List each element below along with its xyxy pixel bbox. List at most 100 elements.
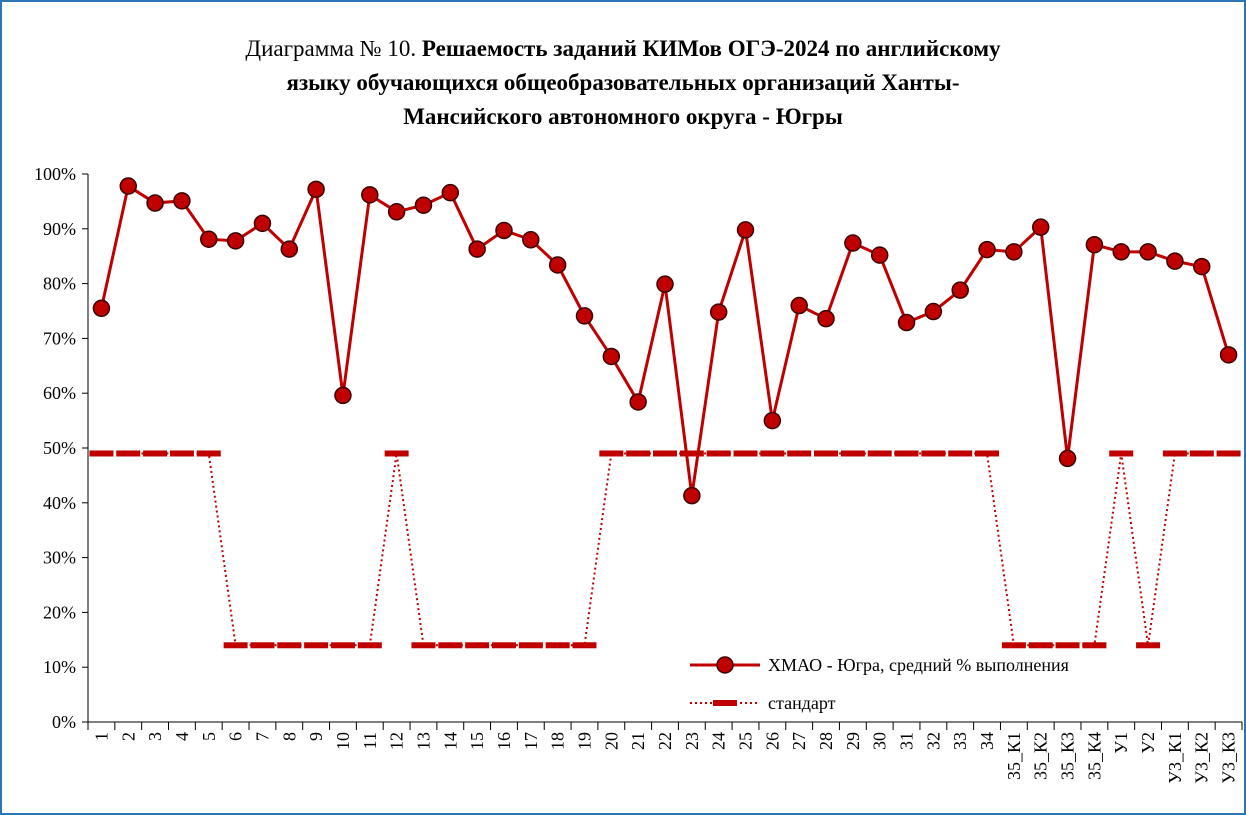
- marker: [411, 642, 436, 649]
- legend-label: ХМАО - Югра, средний % выполнения: [768, 655, 1069, 675]
- x-tick-label: 30: [870, 732, 890, 750]
- marker: [119, 177, 138, 195]
- marker: [1031, 218, 1050, 236]
- marker: [790, 296, 808, 315]
- y-tick-label: 60%: [43, 383, 76, 403]
- marker: [1189, 450, 1214, 457]
- marker: [304, 642, 329, 649]
- marker: [387, 203, 406, 221]
- marker: [1136, 642, 1161, 649]
- x-tick-label: У3_К1: [1165, 732, 1185, 784]
- x-tick-label: 24: [709, 732, 729, 750]
- legend-marker: [716, 656, 734, 674]
- x-tick-label: 3: [145, 732, 165, 741]
- marker: [629, 393, 647, 411]
- marker: [1162, 450, 1187, 457]
- marker: [173, 192, 191, 210]
- y-tick-label: 70%: [43, 328, 76, 348]
- x-tick-label: 23: [682, 732, 702, 750]
- marker: [226, 232, 245, 250]
- x-tick-label: 17: [521, 732, 541, 750]
- marker: [894, 450, 919, 457]
- marker: [951, 281, 969, 299]
- marker: [438, 642, 463, 649]
- marker: [679, 450, 704, 457]
- marker: [572, 642, 597, 649]
- marker: [817, 309, 835, 328]
- x-tick-label: 35_К4: [1084, 732, 1104, 780]
- x-tick-label: 27: [789, 732, 809, 750]
- x-tick-label: 33: [950, 732, 970, 750]
- marker: [1139, 243, 1157, 261]
- x-tick-label: 6: [226, 732, 246, 741]
- x-tick-label: 9: [306, 732, 326, 741]
- marker: [814, 450, 839, 457]
- marker: [468, 240, 486, 258]
- marker: [414, 196, 433, 214]
- marker: [1192, 257, 1211, 276]
- marker: [491, 642, 516, 649]
- marker: [280, 240, 299, 258]
- marker: [709, 303, 728, 321]
- marker: [89, 450, 114, 457]
- chart-title: Диаграмма № 10. Решаемость заданий КИМов…: [245, 36, 1001, 61]
- x-tick-label: 13: [413, 732, 433, 750]
- marker: [196, 450, 221, 457]
- x-tick-label: У1: [1111, 732, 1131, 754]
- x-tick-label: 29: [843, 732, 863, 750]
- marker: [307, 180, 325, 199]
- marker: [1166, 252, 1184, 270]
- marker: [575, 307, 594, 325]
- y-tick-label: 20%: [43, 602, 76, 622]
- marker: [1216, 450, 1241, 457]
- title-line: Решаемость заданий КИМов ОГЭ-2024 по анг…: [422, 36, 1001, 61]
- x-tick-label: 35_К1: [1004, 732, 1024, 780]
- x-tick-label: 28: [816, 732, 836, 750]
- marker: [921, 450, 946, 457]
- marker: [518, 642, 543, 649]
- x-tick-label: 1: [91, 732, 111, 741]
- legend-label: стандарт: [768, 693, 836, 713]
- marker: [1001, 642, 1026, 649]
- marker: [733, 450, 758, 457]
- x-tick-label: 14: [440, 732, 460, 750]
- marker: [357, 642, 382, 649]
- y-tick-label: 10%: [43, 657, 76, 677]
- x-tick-label: 7: [252, 732, 272, 741]
- y-tick-label: 50%: [43, 438, 76, 458]
- marker: [277, 642, 302, 649]
- marker: [522, 231, 540, 249]
- marker: [1082, 642, 1107, 649]
- title-label: Диаграмма № 10.: [245, 36, 416, 61]
- marker: [1005, 243, 1023, 261]
- x-tick-label: 8: [279, 732, 299, 741]
- marker: [1058, 449, 1077, 468]
- x-tick-label: 21: [628, 732, 648, 750]
- x-tick-label: 32: [923, 732, 943, 750]
- x-tick-label: 15: [467, 732, 487, 750]
- marker: [602, 347, 621, 366]
- marker: [736, 221, 755, 239]
- marker: [656, 275, 674, 293]
- x-tick-label: 16: [494, 732, 514, 750]
- marker: [1219, 346, 1238, 364]
- marker: [870, 246, 889, 264]
- marker: [763, 411, 782, 430]
- marker: [1112, 243, 1130, 261]
- x-tick-label: 11: [360, 732, 380, 749]
- marker: [653, 450, 677, 457]
- marker: [384, 450, 409, 457]
- marker: [844, 234, 862, 252]
- marker: [334, 386, 352, 405]
- marker: [978, 240, 996, 259]
- x-tick-label: 18: [548, 732, 568, 750]
- marker: [924, 302, 943, 321]
- x-tick-label: У3_К2: [1192, 732, 1212, 784]
- marker: [1109, 450, 1134, 457]
- x-tick-label: 26: [762, 732, 782, 750]
- marker: [760, 450, 785, 457]
- marker: [495, 221, 513, 240]
- marker: [143, 450, 168, 457]
- marker: [1085, 235, 1104, 254]
